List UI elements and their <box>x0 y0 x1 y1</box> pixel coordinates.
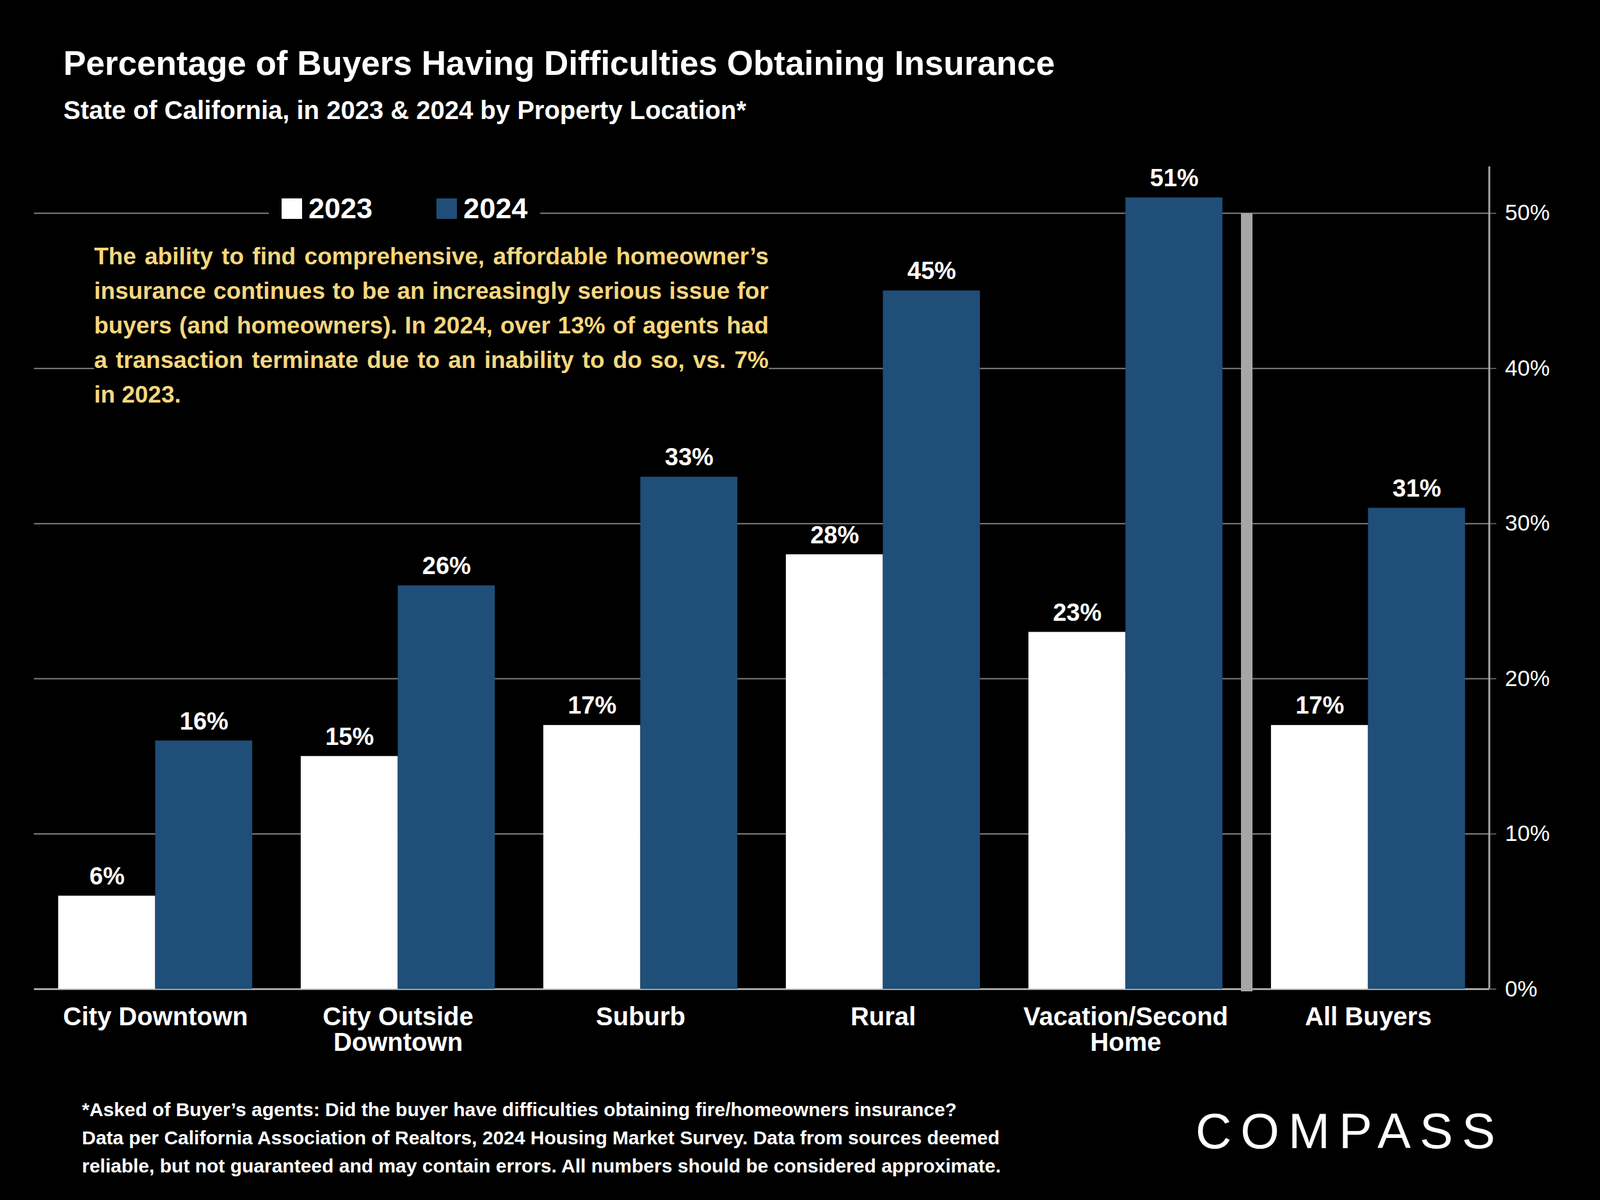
html-text:reliable, but not guaranteed a: reliable, but not guaranteed and may con… <box>81 1155 1001 1177</box>
svg-text:50%: 50% <box>1505 199 1551 225</box>
svg-text:45%: 45% <box>907 257 957 285</box>
svg-text:10%: 10% <box>1505 820 1551 846</box>
svg-text:23%: 23% <box>1052 599 1102 626</box>
svg-text:40%: 40% <box>1505 355 1551 381</box>
svg-text:0%: 0% <box>1505 976 1538 1001</box>
html-text:COMPASS: COMPASS <box>1195 1102 1505 1160</box>
svg-text:31%: 31% <box>1392 474 1442 502</box>
svg-text:Vacation/SecondHome: Vacation/SecondHome <box>1023 1002 1229 1056</box>
html-text:*Asked of Buyer’s agents: Did: *Asked of Buyer’s agents: Did the buyer … <box>81 1098 957 1120</box>
html-text:The ability to find comprehens: The ability to find comprehensive, affor… <box>94 243 769 408</box>
html-text:Data per California Associatio: Data per California Association of Realt… <box>81 1127 1000 1149</box>
html-text:2024: 2024 <box>463 192 528 225</box>
svg-text:17%: 17% <box>567 691 617 719</box>
svg-text:Rural: Rural <box>850 1002 916 1031</box>
html-text:Percentage of Buyers Having Di: Percentage of Buyers Having Difficulties… <box>63 44 1055 82</box>
svg-text:All Buyers: All Buyers <box>1304 1002 1432 1031</box>
svg-text:28%: 28% <box>810 521 859 549</box>
html-text:State of California, in 2023 &: State of California, in 2023 & 2024 by P… <box>63 96 747 125</box>
svg-text:26%: 26% <box>422 552 472 580</box>
svg-text:20%: 20% <box>1505 665 1551 691</box>
svg-text:15%: 15% <box>325 723 374 751</box>
svg-text:16%: 16% <box>179 707 229 735</box>
svg-text:6%: 6% <box>89 862 125 890</box>
svg-text:30%: 30% <box>1505 510 1551 536</box>
svg-text:33%: 33% <box>664 443 714 471</box>
svg-text:17%: 17% <box>1295 691 1344 719</box>
svg-text:51%: 51% <box>1150 164 1199 192</box>
svg-text:City OutsideDowntown: City OutsideDowntown <box>322 1002 474 1056</box>
svg-text:Suburb: Suburb <box>595 1002 686 1031</box>
svg-text:City Downtown: City Downtown <box>63 1002 249 1031</box>
html-text:2023: 2023 <box>308 192 373 225</box>
